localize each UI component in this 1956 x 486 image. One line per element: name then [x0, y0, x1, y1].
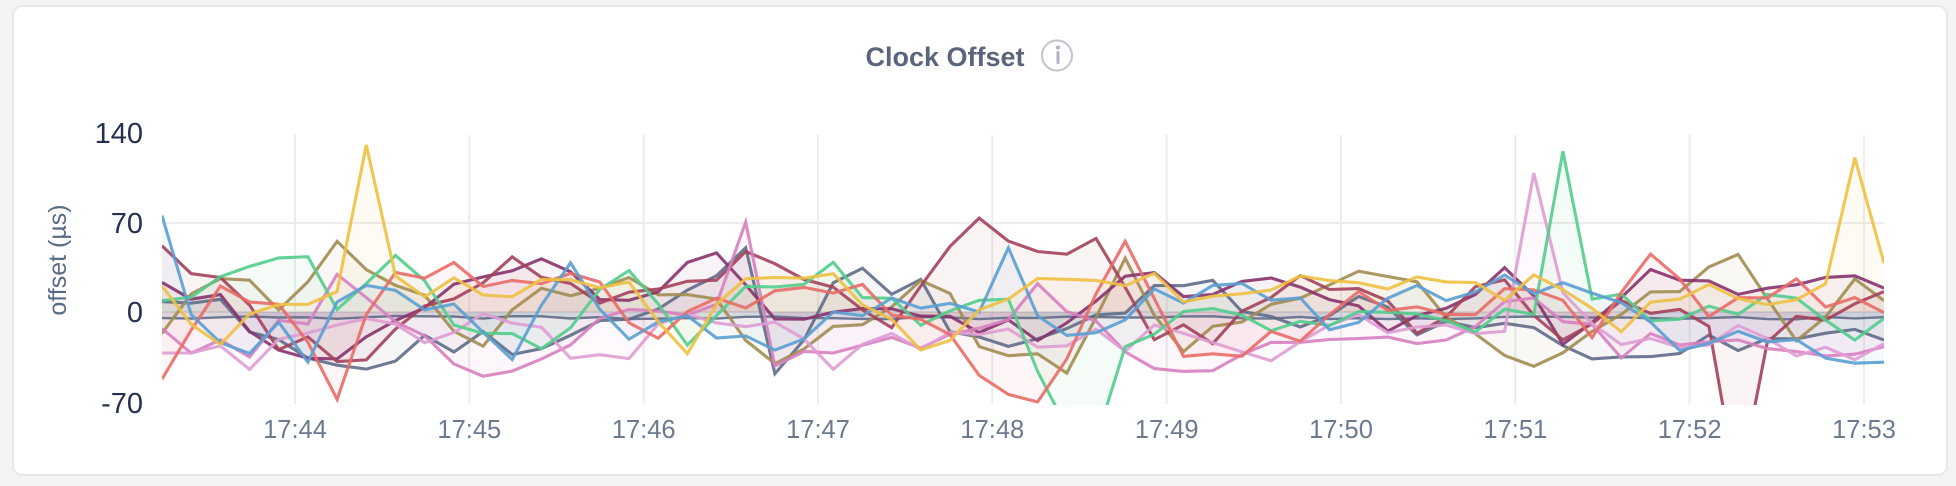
svg-text:70: 70 [111, 208, 143, 240]
svg-text:Clock Offset: Clock Offset [865, 42, 1024, 72]
svg-text:17:47: 17:47 [786, 416, 850, 444]
svg-text:17:44: 17:44 [263, 416, 327, 444]
svg-text:17:48: 17:48 [960, 416, 1024, 444]
svg-text:17:52: 17:52 [1658, 416, 1722, 444]
svg-text:-70: -70 [101, 388, 143, 420]
svg-text:17:53: 17:53 [1832, 416, 1896, 444]
svg-text:offset (µs): offset (µs) [44, 204, 72, 315]
svg-text:17:49: 17:49 [1135, 416, 1199, 444]
svg-text:17:51: 17:51 [1483, 416, 1547, 444]
svg-text:17:50: 17:50 [1309, 416, 1373, 444]
svg-text:17:46: 17:46 [612, 416, 676, 444]
svg-text:0: 0 [127, 297, 143, 329]
svg-text:17:45: 17:45 [437, 416, 501, 444]
svg-text:140: 140 [95, 118, 143, 150]
